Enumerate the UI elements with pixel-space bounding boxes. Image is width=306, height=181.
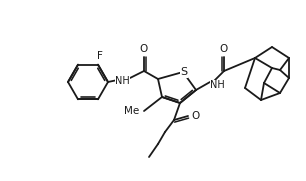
Text: O: O xyxy=(191,111,199,121)
Text: Me: Me xyxy=(124,106,139,116)
Text: O: O xyxy=(220,44,228,54)
Text: S: S xyxy=(181,67,188,77)
Text: NH: NH xyxy=(115,76,130,86)
Text: NH: NH xyxy=(210,80,225,90)
Text: O: O xyxy=(140,44,148,54)
Text: F: F xyxy=(97,51,103,61)
